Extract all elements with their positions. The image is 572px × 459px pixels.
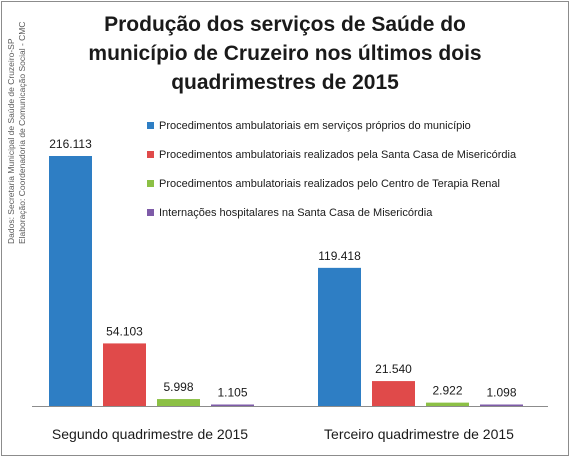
x-tick-label-1: Segundo quadrimestre de 2015 <box>52 426 248 442</box>
chart-title: Produção dos serviços de Saúde do municí… <box>70 10 500 97</box>
data-label-segundo-series-2: 54.103 <box>106 324 143 338</box>
title-line-3: quadrimestres de 2015 <box>171 71 399 94</box>
data-label-terceiro-series-2: 21.540 <box>375 362 412 376</box>
legend-label-2: Procedimentos ambulatoriais realizados p… <box>159 149 517 161</box>
bar-terceiro-series-3 <box>426 402 469 406</box>
legend-label-3: Procedimentos ambulatoriais realizados p… <box>159 178 500 190</box>
legend-swatch-4 <box>147 209 154 216</box>
data-label-terceiro-series-4: 1.098 <box>486 386 516 400</box>
bar-segundo-series-4 <box>211 404 254 406</box>
data-label-terceiro-series-1: 119.418 <box>318 249 361 263</box>
data-label-segundo-series-4: 1.105 <box>217 386 247 400</box>
legend-label-1: Procedimentos ambulatoriais em serviços … <box>159 120 471 132</box>
legend-swatch-3 <box>147 180 154 187</box>
bar-segundo-series-2 <box>103 343 146 406</box>
bar-terceiro-series-1 <box>318 267 361 406</box>
legend-swatch-2 <box>147 151 154 158</box>
bar-terceiro-series-2 <box>372 381 415 406</box>
title-line-1: Produção dos serviços de Saúde do <box>104 13 466 36</box>
bar-segundo-series-1 <box>49 156 92 406</box>
legend-label-4: Internações hospitalares na Santa Casa d… <box>159 207 433 219</box>
legend-swatch-1 <box>147 122 154 129</box>
x-tick-label-2: Terceiro quadrimestre de 2015 <box>324 426 514 442</box>
data-label-segundo-series-3: 5.998 <box>163 380 193 394</box>
bar-terceiro-series-4 <box>480 404 523 406</box>
title-line-2: município de Cruzeiro nos últimos dois <box>88 42 482 65</box>
data-label-segundo-series-1: 216.113 <box>49 137 92 151</box>
bar-segundo-series-3 <box>157 399 200 406</box>
data-label-terceiro-series-3: 2.922 <box>432 384 462 398</box>
